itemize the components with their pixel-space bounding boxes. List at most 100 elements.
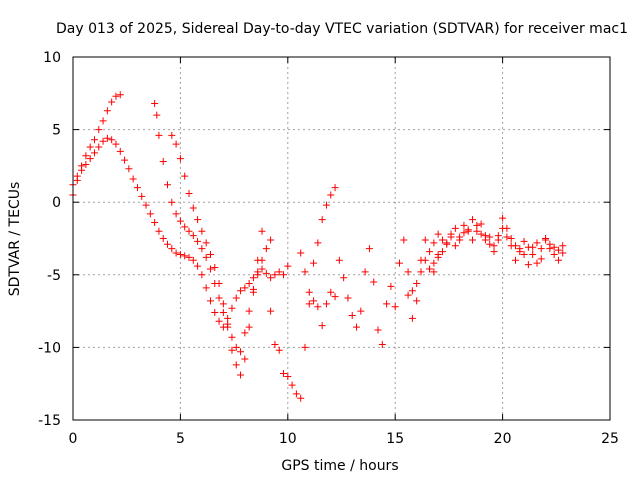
y-tick-label: -5 [47,268,61,284]
data-point-marker [408,287,416,295]
data-point-marker [224,323,232,331]
data-point-marker [404,291,412,299]
data-point-marker [267,307,275,315]
data-point-marker [116,147,124,155]
data-point-marker [310,297,318,305]
data-point-marker [365,245,373,253]
data-point-marker [232,294,240,302]
data-point-marker [232,343,240,351]
series-markers [267,184,339,402]
data-point-marker [159,235,167,242]
data-point-marker [344,294,352,302]
data-point-marker [310,259,318,267]
data-point-marker [275,268,283,276]
data-point-marker [430,239,438,247]
data-point-marker [477,230,485,238]
data-point-marker [198,245,206,253]
data-point-marker [292,390,300,398]
data-point-marker [138,192,146,200]
data-point-marker [219,309,227,317]
y-tick-label: 5 [52,123,61,139]
data-point-marker [82,152,90,160]
data-point-marker [314,239,322,247]
data-point-marker [249,288,257,296]
data-point-marker [254,256,262,264]
data-point-marker [533,259,541,267]
data-point-marker [335,256,343,264]
data-point-marker [464,227,472,235]
data-point-marker [331,293,339,301]
data-point-marker [327,288,335,296]
data-point-marker [533,239,541,247]
data-point-marker [112,140,120,148]
data-point-marker [267,236,275,244]
data-point-marker [443,239,451,247]
data-point-marker [189,232,197,240]
data-point-marker [206,297,214,305]
data-point-marker [202,284,210,292]
data-point-marker [73,172,81,180]
data-point-marker [559,242,567,250]
data-point-marker [237,287,245,295]
data-point-marker [447,230,455,238]
data-point-marker [438,248,446,256]
data-point-marker [206,250,214,258]
data-point-marker [529,250,537,258]
data-point-marker [103,134,111,142]
data-point-marker [426,265,434,273]
x-tick-label: 5 [176,431,185,447]
data-point-marker [486,233,494,241]
data-point-marker [473,227,481,235]
data-point-marker [151,99,159,107]
data-point-marker [262,245,270,253]
data-point-marker [559,249,567,257]
data-point-marker [232,361,240,369]
data-point-marker [164,240,172,248]
data-point-marker [258,265,266,273]
data-point-marker [206,265,214,273]
series-markers [151,99,275,356]
data-point-marker [481,232,489,240]
data-point-marker [374,326,382,334]
data-point-marker [400,236,408,244]
data-point-marker [237,348,245,356]
data-point-marker [318,216,326,224]
data-point-marker [456,233,464,241]
data-point-marker [280,271,288,279]
data-point-marker [507,235,515,242]
data-point-marker [284,262,292,270]
data-point-marker [228,333,236,341]
data-point-marker [314,303,322,311]
data-point-marker [181,223,189,231]
data-point-marker [82,160,90,168]
plot-frame [72,56,611,421]
data-point-marker [99,117,107,125]
data-point-marker [361,268,369,276]
data-point-marker [262,269,270,277]
data-point-marker [511,256,519,264]
data-point-marker [189,256,197,264]
series-markers [297,236,442,348]
data-point-marker [520,237,528,245]
data-point-marker [176,250,184,258]
data-point-marker [172,140,180,148]
data-point-marker [103,107,111,115]
data-point-marker [537,255,545,263]
data-point-marker [378,340,386,348]
data-point-marker [241,329,249,337]
data-point-marker [172,210,180,218]
data-point-marker [404,268,412,276]
data-point-marker [125,165,133,173]
data-point-marker [301,268,309,276]
data-point-marker [153,111,161,119]
data-point-marker [271,271,279,279]
data-point-marker [297,249,305,257]
data-point-marker [155,131,163,139]
data-point-marker [176,217,184,225]
data-point-marker [189,204,197,212]
data-point-marker [86,155,94,163]
data-point-marker [194,216,202,224]
data-point-marker [202,239,210,247]
data-point-marker [142,201,150,209]
